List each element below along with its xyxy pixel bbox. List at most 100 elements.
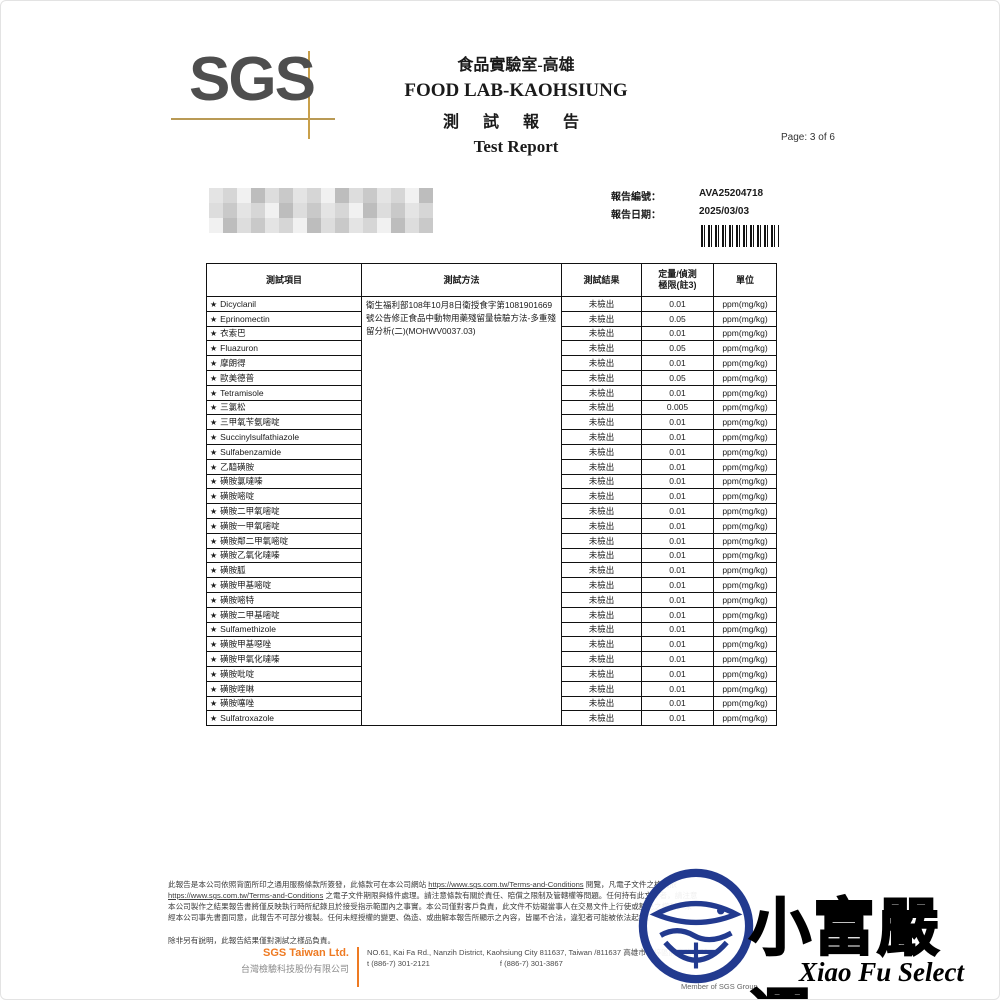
res-cell: 未檢出 (561, 296, 642, 312)
item-cell: ★ 磺胺甲氧化噠嗪 (206, 651, 362, 667)
star-icon: ★ (210, 299, 218, 309)
star-icon: ★ (210, 359, 218, 369)
lim-cell: 0.01 (641, 665, 714, 682)
table-row: ★ Sulfatroxazole 未檢出 0.01 ppm(mg/kg) (206, 710, 777, 727)
item-cell: ★ Dicyclanil (206, 296, 362, 312)
star-icon: ★ (210, 388, 218, 398)
table-row: ★ 摩朗得 未檢出 0.01 ppm(mg/kg) (206, 355, 777, 371)
res-cell: 未檢出 (561, 562, 642, 579)
res-cell: 未檢出 (561, 458, 642, 475)
member-of-sgs-group: Member of SGS Group (681, 982, 758, 991)
star-icon: ★ (210, 314, 218, 324)
res-cell: 未檢出 (561, 443, 642, 460)
item-cell: ★ 乙醯磺胺 (206, 458, 362, 475)
item-cell: ★ 磺胺嘧特 (206, 591, 362, 608)
unit-cell: ppm(mg/kg) (713, 695, 777, 712)
report-date-value: 2025/03/03 (699, 206, 750, 217)
item-cell: ★ 磺胺吡啶 (206, 665, 362, 682)
company-address: NO.61, Kai Fa Rd., Nanzih District, Kaoh… (367, 948, 708, 957)
star-icon: ★ (210, 418, 218, 428)
lim-cell: 0.01 (641, 532, 714, 549)
xiaofu-select-logo-icon (637, 865, 755, 987)
unit-cell: ppm(mg/kg) (713, 414, 777, 431)
column-header-1: 測試方法 (361, 263, 562, 297)
res-cell: 未檢出 (561, 488, 642, 505)
res-cell: 未檢出 (561, 577, 642, 593)
watermark-shop-name-en: Xiao Fu Select (799, 957, 965, 987)
report-title-en: Test Report (473, 137, 559, 156)
res-cell: 未檢出 (561, 310, 642, 327)
star-icon: ★ (210, 447, 218, 457)
lab-title-en: FOOD LAB-KAOHSIUNG (404, 80, 628, 101)
star-icon: ★ (210, 536, 218, 546)
item-cell: ★ 衣索巴 (206, 325, 362, 342)
unit-cell: ppm(mg/kg) (713, 296, 777, 312)
lim-cell: 0.01 (641, 680, 714, 697)
star-icon: ★ (210, 462, 218, 472)
unit-cell: ppm(mg/kg) (713, 636, 777, 653)
lim-cell: 0.05 (641, 340, 714, 357)
lim-cell: 0.01 (641, 473, 714, 490)
star-icon: ★ (210, 714, 218, 724)
res-cell: 未檢出 (561, 340, 642, 357)
star-icon: ★ (210, 507, 218, 517)
watermark-shop-name-zh: 小富嚴選 (748, 894, 942, 999)
unit-cell: ppm(mg/kg) (713, 443, 777, 460)
res-cell: 未檢出 (561, 414, 642, 431)
lim-cell: 0.01 (641, 651, 714, 667)
disclaimer-line-2: https://www.sgs.com.tw/Terms-and-Conditi… (168, 891, 698, 900)
lim-cell: 0.01 (641, 517, 714, 534)
unit-cell: ppm(mg/kg) (713, 665, 777, 682)
res-cell: 未檢出 (561, 651, 642, 667)
res-cell: 未檢出 (561, 695, 642, 712)
res-cell: 未檢出 (561, 503, 642, 519)
res-cell: 未檢出 (561, 636, 642, 653)
sgs-logo: SGS (171, 49, 339, 139)
lim-cell: 0.01 (641, 577, 714, 593)
unit-cell: ppm(mg/kg) (713, 384, 777, 401)
star-icon: ★ (210, 373, 218, 383)
item-cell: ★ 磺胺鄰二甲氧嘧啶 (206, 532, 362, 549)
report-date-label: 報告日期： (611, 210, 661, 221)
lim-cell: 0.01 (641, 503, 714, 519)
item-cell: ★ 磺胺胍 (206, 562, 362, 579)
table-row: ★ Dicyclanil 衛生福利部108年10月8日衛授食字第1081901669… (206, 295, 777, 727)
unit-cell: ppm(mg/kg) (713, 458, 777, 475)
lim-cell: 0.01 (641, 296, 714, 312)
table-row: ★ 三甲氧苄氨嘧啶 未檢出 0.01 ppm(mg/kg) (206, 414, 777, 431)
method-cell: 衛生福利部108年10月8日衛授食字第1081901669號公告修正食品中動物用… (361, 295, 562, 727)
item-cell: ★ Sulfamethizole (206, 621, 362, 638)
lim-cell: 0.01 (641, 355, 714, 371)
unit-cell: ppm(mg/kg) (713, 577, 777, 593)
terms-link[interactable]: https://www.sgs.com.tw/Terms-and-Conditi… (428, 880, 584, 889)
item-cell: ★ 磺胺一甲氧嘧啶 (206, 517, 362, 534)
star-icon: ★ (210, 477, 218, 487)
unit-cell: ppm(mg/kg) (713, 562, 777, 579)
item-cell: ★ 磺胺二甲氧嘧啶 (206, 503, 362, 519)
lim-cell: 0.01 (641, 695, 714, 712)
company-footer: SGS Taiwan Ltd. 台灣檢驗科技股份有限公司 NO.61, Kai … (201, 947, 787, 987)
disclaimer-line-4: 經本公司事先書面同意，此報告不可部分複製。任何未經授權的變更、偽造、或曲解本報告… (168, 913, 654, 922)
report-no-label: 報告編號： (611, 192, 661, 203)
table-row: ★ 歐美德普 未檢出 0.05 ppm(mg/kg) (206, 369, 777, 386)
column-header-2: 測試結果 (561, 263, 642, 297)
star-icon: ★ (210, 492, 218, 502)
barcode (701, 225, 779, 247)
disclaimer-line-1: 此報告是本公司依照背面所印之通用服務條款所簽發，此條款可在本公司網站 https… (168, 880, 677, 889)
lim-cell: 0.01 (641, 591, 714, 608)
terms-link-2[interactable]: https://www.sgs.com.tw/Terms-and-Conditi… (168, 891, 324, 900)
star-icon: ★ (210, 403, 218, 413)
item-cell: ★ 摩朗得 (206, 355, 362, 371)
table-row: ★ 磺胺二甲基嘧啶 未檢出 0.01 ppm(mg/kg) (206, 606, 777, 623)
item-cell: ★ 三氯松 (206, 399, 362, 416)
unit-cell: ppm(mg/kg) (713, 503, 777, 519)
table-row: ★ 乙醯磺胺 未檢出 0.01 ppm(mg/kg) (206, 458, 777, 475)
page-number: Page: 3 of 6 (781, 132, 835, 143)
table-row: ★ Tetramisole 未檢出 0.01 ppm(mg/kg) (206, 384, 777, 401)
table-row: ★ 磺胺嘧特 未檢出 0.01 ppm(mg/kg) (206, 591, 777, 608)
unit-cell: ppm(mg/kg) (713, 621, 777, 638)
star-icon: ★ (210, 610, 218, 620)
star-icon: ★ (210, 551, 218, 561)
table-header-row: 測試項目 測試方法 測試結果 定量/偵測 極限(註3) 單位 (206, 263, 777, 297)
lim-cell: 0.01 (641, 325, 714, 342)
